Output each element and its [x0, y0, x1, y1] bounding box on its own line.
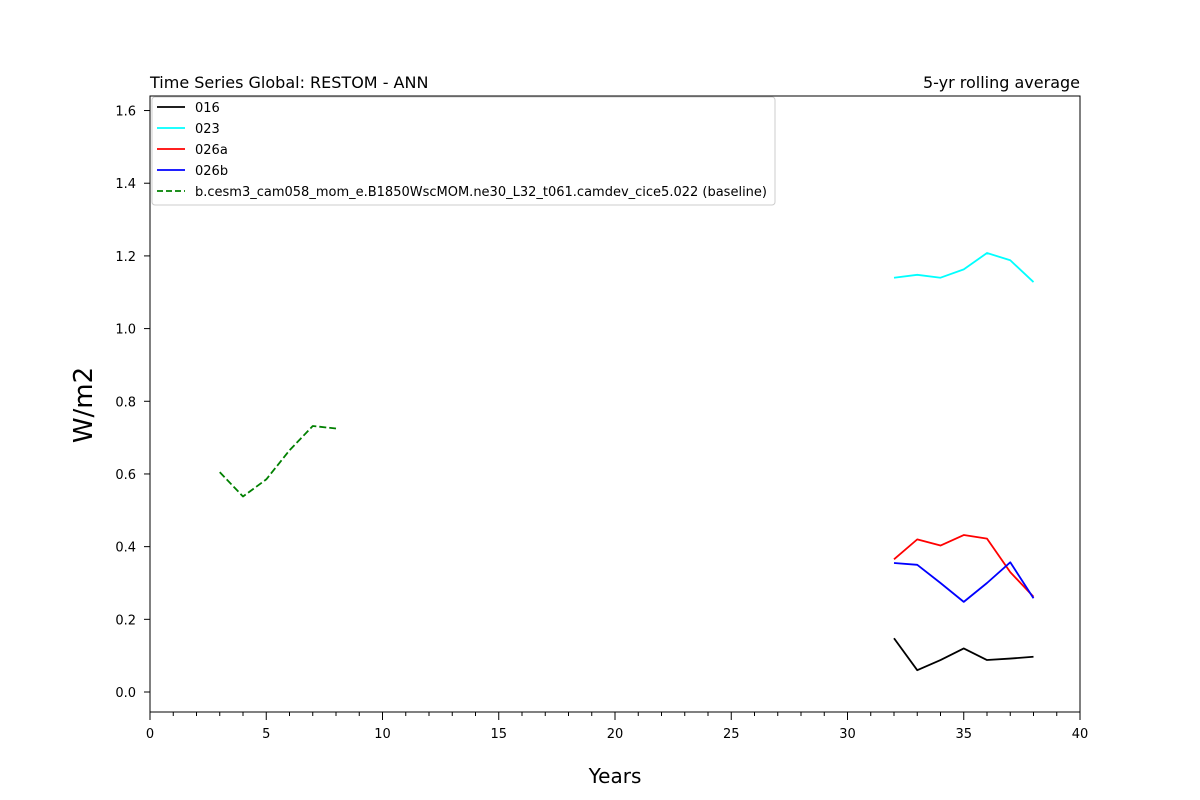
- axes-layer: 0 5 10 15 20 25 30 35 40 0.0 0.2 0.4 0.6 0.8 1.0 1.2 1.4…: [115, 95, 1089, 742]
- legend-label-4: b.cesm3_cam058_mom_e.B1850WscMOM.ne30_L3…: [195, 185, 767, 200]
- y-tick-label: 1.4: [115, 177, 136, 192]
- x-tick-label: 20: [607, 727, 624, 742]
- y-tick-label: 0.6: [115, 468, 136, 483]
- series-line-1: [893, 252, 1035, 283]
- y-tick-label: 0.0: [115, 686, 136, 701]
- y-tick-label: 0.8: [115, 395, 136, 410]
- chart-title: Time Series Global: RESTOM - ANN: [149, 73, 428, 92]
- series-line-0: [893, 637, 1034, 672]
- y-tick-label: 1.0: [115, 323, 136, 338]
- legend-label-3: 026b: [195, 164, 228, 179]
- x-axis-label: Years: [588, 764, 642, 788]
- legend: 016 023 026a 026b b.cesm3_cam058_mom_e.B1850…: [151, 96, 776, 206]
- x-tick-label: 35: [955, 727, 972, 742]
- series-layer: [219, 252, 1035, 672]
- legend-label-1: 023: [195, 122, 220, 137]
- x-tick-label: 15: [490, 727, 507, 742]
- series-line-3: [893, 561, 1035, 603]
- x-tick-label: 30: [839, 727, 856, 742]
- y-axis-label: W/m2: [69, 367, 99, 443]
- y-tick-label: 0.2: [115, 613, 136, 628]
- x-tick-label: 40: [1072, 727, 1089, 742]
- y-tick-label: 0.4: [115, 541, 136, 556]
- x-tick-label: 25: [723, 727, 740, 742]
- y-tick-label: 1.2: [115, 250, 136, 265]
- series-line-2: [893, 534, 1035, 598]
- legend-box: [151, 96, 776, 206]
- x-tick-label: 10: [374, 727, 391, 742]
- legend-label-0: 016: [195, 101, 220, 116]
- chart-subtitle: 5-yr rolling average: [923, 73, 1080, 92]
- series-line-4: [219, 425, 337, 498]
- legend-label-2: 026a: [195, 143, 228, 158]
- x-tick-label: 5: [262, 727, 270, 742]
- x-tick-label: 0: [146, 727, 154, 742]
- y-tick-label: 1.6: [115, 105, 136, 120]
